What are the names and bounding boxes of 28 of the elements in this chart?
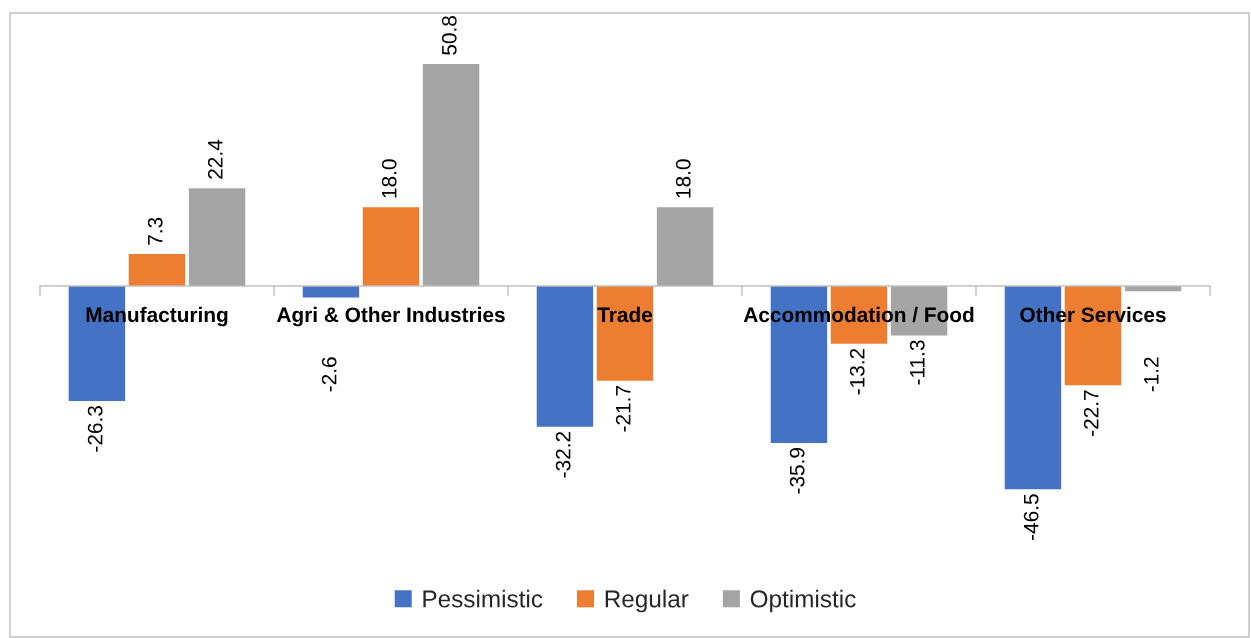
- bar: [362, 207, 420, 287]
- bar: [596, 286, 654, 381]
- data-label: -13.2: [849, 348, 865, 395]
- legend-label: Pessimistic: [423, 589, 543, 608]
- data-label: -35.9: [789, 448, 805, 494]
- bar: [188, 188, 246, 287]
- data-label: 18.0: [675, 159, 691, 198]
- legend-label: Optimistic: [750, 589, 856, 613]
- bar: [128, 254, 186, 287]
- bar: [536, 286, 594, 427]
- data-label: -22.7: [1083, 390, 1099, 436]
- data-label: -26.3: [87, 406, 103, 452]
- data-label: 22.4: [207, 139, 223, 179]
- data-label: -46.5: [1023, 494, 1039, 540]
- x-tick-label: Agri & Other Industries: [276, 306, 505, 327]
- data-label: 50.8: [441, 16, 457, 55]
- bar: [656, 207, 714, 287]
- x-tick-label: Accommodation / Food: [743, 306, 974, 323]
- data-label: -2.6: [321, 357, 337, 392]
- legend-label: Regular: [605, 589, 689, 613]
- data-label: -11.3: [909, 340, 925, 385]
- bar: [422, 64, 480, 287]
- data-label: -21.7: [615, 386, 631, 432]
- data-label: -32.2: [555, 431, 571, 478]
- x-tick-label: Trade: [597, 306, 653, 323]
- data-label: 7.3: [147, 217, 163, 245]
- data-label: -1.2: [1143, 357, 1159, 392]
- data-label: 18.0: [381, 159, 397, 198]
